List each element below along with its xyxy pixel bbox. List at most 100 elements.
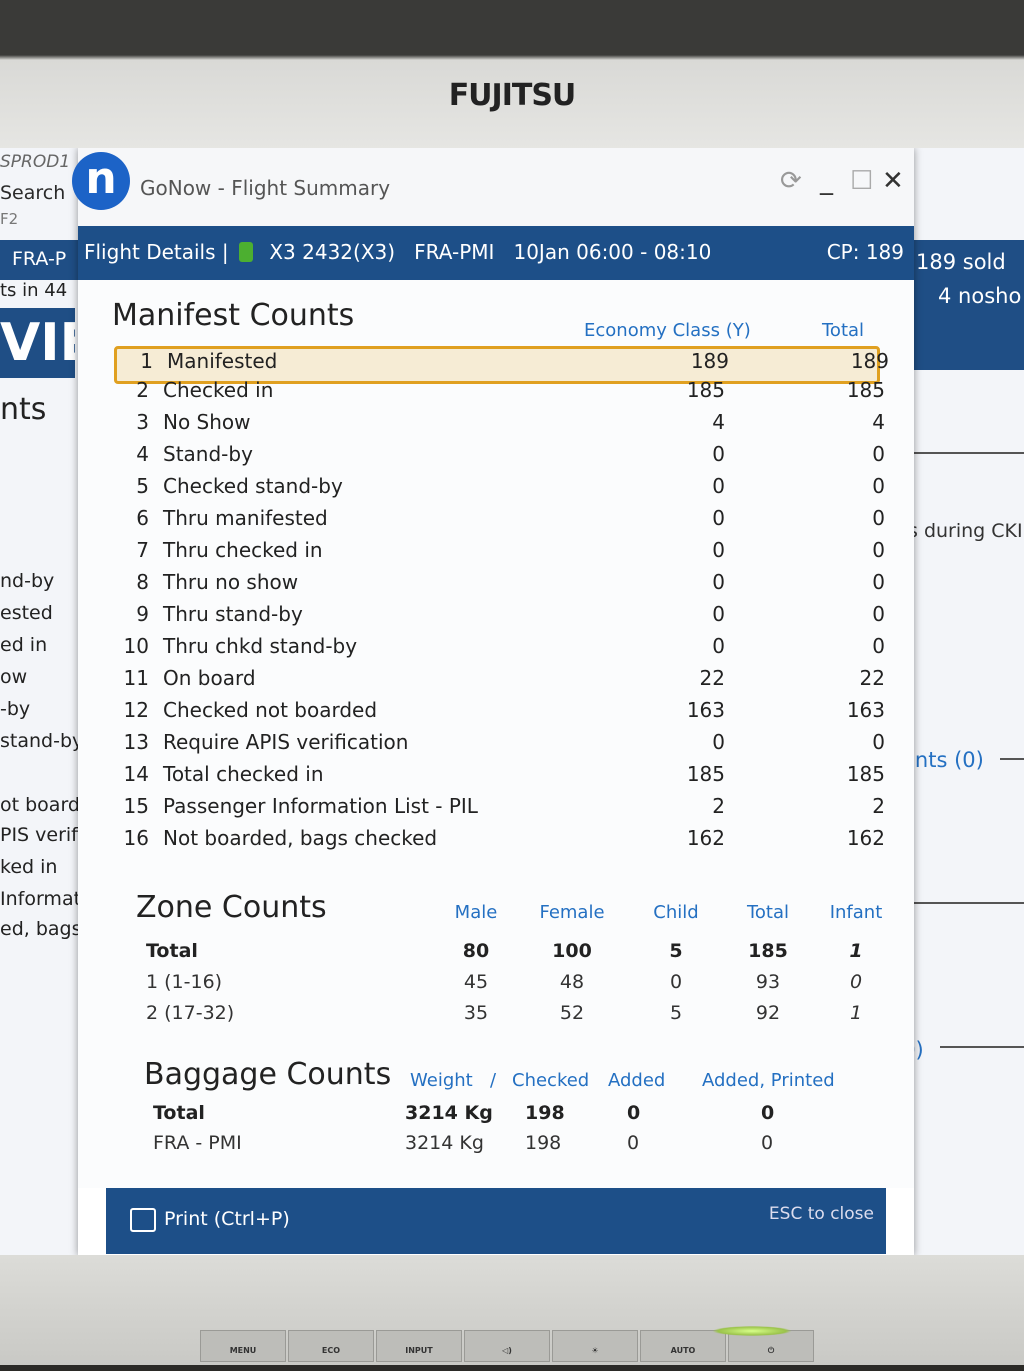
economy-value: 185	[686, 762, 725, 786]
zone-male-value: 45	[463, 971, 489, 993]
total-value: 163	[846, 698, 885, 722]
printer-icon[interactable]	[130, 1208, 156, 1232]
manifest-row[interactable]: 3 No Show 4 4	[113, 410, 885, 442]
summary-content: Manifest Counts Economy Class (Y) Total …	[78, 280, 914, 1188]
bg-note: s during CKI	[908, 520, 1023, 542]
baggage-col-header: /	[490, 1070, 497, 1091]
total-value: 0	[872, 570, 885, 594]
bg-list-item[interactable]: ot boarde	[0, 794, 92, 816]
bg-list-item[interactable]: PIS verific	[0, 824, 94, 846]
bg-search-label[interactable]: Search	[0, 182, 66, 204]
economy-value: 189	[690, 349, 729, 373]
row-label: Thru stand-by	[163, 602, 303, 626]
total-value: 0	[872, 602, 885, 626]
maximize-button[interactable]: ☐	[850, 166, 874, 196]
manifest-row[interactable]: 8 Thru no show 0 0	[113, 570, 885, 602]
airline-logo-icon	[238, 242, 253, 262]
row-number: 14	[123, 762, 149, 786]
dialog-footer: Print (Ctrl+P) ESC to close	[106, 1188, 886, 1254]
economy-value: 0	[712, 506, 725, 530]
baggage-col-header: Weight	[410, 1070, 473, 1091]
row-number: 2	[136, 378, 149, 402]
manifest-row[interactable]: 1 Manifested 189 189	[114, 346, 889, 384]
row-number: 16	[123, 826, 149, 850]
row-label: No Show	[163, 410, 251, 434]
manifest-row[interactable]: 5 Checked stand-by 0 0	[113, 474, 885, 506]
economy-value: 0	[712, 442, 725, 466]
total-value: 185	[846, 378, 885, 402]
economy-value: 0	[712, 538, 725, 562]
economy-value: 185	[686, 378, 725, 402]
monitor-button[interactable]: ☀	[552, 1330, 638, 1362]
row-number: 13	[123, 730, 149, 754]
monitor-button[interactable]: MENU	[200, 1330, 286, 1362]
close-button[interactable]: ✕	[882, 166, 904, 196]
bg-list-item[interactable]: stand-by	[0, 730, 84, 752]
bg-list-item[interactable]: ked in	[0, 856, 58, 878]
manifest-row[interactable]: 7 Thru checked in 0 0	[113, 538, 885, 570]
manifest-row[interactable]: 4 Stand-by 0 0	[113, 442, 885, 474]
zone-row: 2 (17-32) 35 52 5 92 1	[146, 1002, 862, 1032]
zone-total-value: 93	[755, 971, 781, 993]
row-number: 7	[136, 538, 149, 562]
bg-list-item[interactable]: -by	[0, 698, 31, 720]
baggage-added-printed-value: 0	[761, 1132, 774, 1154]
economy-column-header: Economy Class (Y)	[584, 320, 751, 341]
flight-route: FRA-PMI	[414, 240, 495, 264]
minimize-button[interactable]: _	[820, 166, 833, 196]
total-value: 0	[872, 538, 885, 562]
bg-list-item[interactable]: ested	[0, 602, 53, 624]
zone-label: Total	[146, 940, 198, 962]
row-number: 8	[136, 570, 149, 594]
manifest-row[interactable]: 13 Require APIS verification 0 0	[113, 730, 885, 762]
bg-list-item[interactable]: Informat	[0, 888, 82, 910]
zone-infant-value: 1	[849, 1002, 863, 1024]
monitor-button[interactable]: AUTO	[640, 1330, 726, 1362]
row-number: 5	[136, 474, 149, 498]
refresh-icon[interactable]: ⟳	[780, 166, 802, 196]
monitor-brand: FUJITSU	[448, 78, 577, 113]
manifest-row[interactable]: 2 Checked in 185 185	[113, 378, 885, 410]
bg-list-item[interactable]: ed, bags c	[0, 918, 98, 940]
cp-count: CP: 189	[826, 240, 904, 264]
bg-sold: 189 sold	[916, 250, 1006, 274]
row-label: Checked in	[163, 378, 274, 402]
bg-route: FRA-P	[12, 248, 67, 270]
baggage-added-value: 0	[627, 1102, 641, 1124]
zone-col-header: Child	[653, 902, 699, 923]
bg-right-panel: 189 sold 4 nosho	[912, 240, 1024, 370]
monitor-button[interactable]: ECO	[288, 1330, 374, 1362]
print-button[interactable]: Print (Ctrl+P)	[164, 1208, 290, 1230]
total-value: 0	[872, 730, 885, 754]
manifest-row[interactable]: 15 Passenger Information List - PIL 2 2	[113, 794, 885, 826]
bg-divider	[914, 452, 1024, 454]
row-number: 10	[123, 634, 149, 658]
screen: SPROD1 Search F2 FRA-P ts in 44 VIE nts …	[0, 148, 1024, 1256]
bg-list-item[interactable]: ow	[0, 666, 28, 688]
row-number: 15	[123, 794, 149, 818]
flight-info: Flight Details | X3 2432(X3) FRA-PMI 10J…	[84, 240, 711, 264]
manifest-row[interactable]: 6 Thru manifested 0 0	[113, 506, 885, 538]
baggage-col-header: Added, Printed	[702, 1070, 835, 1091]
monitor-button[interactable]: ◁)	[464, 1330, 550, 1362]
total-column-header: Total	[822, 320, 865, 341]
baggage-row: Total 3214 Kg 198 0 0	[153, 1102, 853, 1132]
esc-close-hint: ESC to close	[768, 1204, 874, 1224]
manifest-row[interactable]: 12 Checked not boarded 163 163	[113, 698, 885, 730]
row-label: Require APIS verification	[163, 730, 409, 754]
manifest-row[interactable]: 16 Not boarded, bags checked 162 162	[113, 826, 885, 858]
manifest-row[interactable]: 10 Thru chkd stand-by 0 0	[113, 634, 885, 666]
row-number: 1	[140, 349, 153, 373]
manifest-row[interactable]: 9 Thru stand-by 0 0	[113, 602, 885, 634]
manifest-row[interactable]: 14 Total checked in 185 185	[113, 762, 885, 794]
monitor-button[interactable]: INPUT	[376, 1330, 462, 1362]
row-label: Checked not boarded	[163, 698, 378, 722]
bg-heading: nts	[0, 392, 47, 427]
bg-list-item[interactable]: ed in	[0, 634, 48, 656]
manifest-row[interactable]: 11 On board 22 22	[113, 666, 885, 698]
economy-value: 162	[686, 826, 725, 850]
bg-link-incidents[interactable]: ents (0)	[902, 748, 984, 772]
bg-list-item[interactable]: nd-by	[0, 570, 55, 592]
total-value: 162	[846, 826, 885, 850]
zone-row: 1 (1-16) 45 48 0 93 0	[146, 971, 862, 1001]
